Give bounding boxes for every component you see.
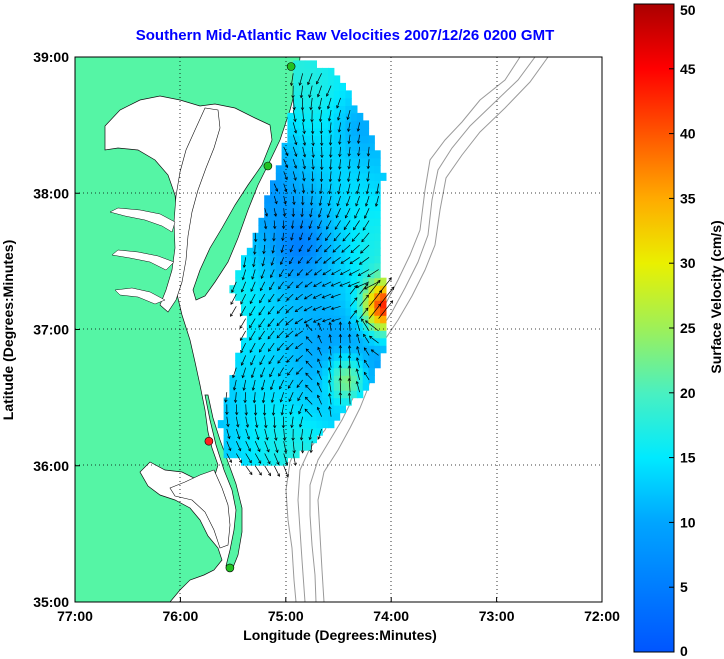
map-layers <box>75 57 602 602</box>
colorbar <box>633 3 675 653</box>
colorbar-label: Surface Velocity (cm/s) <box>708 220 724 373</box>
colorbar-tick-label: 35 <box>680 190 696 206</box>
colorbar-tick-label: 50 <box>680 2 696 18</box>
x-axis-label: Longitude (Degrees:Minutes) <box>243 627 437 643</box>
station-marker <box>263 161 273 171</box>
x-tick-label: 73:00 <box>479 608 515 624</box>
y-axis-label: Latitude (Degrees:Minutes) <box>0 240 16 420</box>
pamlico-sound <box>169 469 231 549</box>
station-marker <box>204 436 214 446</box>
grid-lines <box>75 57 602 602</box>
y-axis-ticks: 39:00 38:00 37:00 36:00 35:00 <box>33 49 80 610</box>
y-tick-label: 39:00 <box>33 49 69 65</box>
colorbar-tick-label: 40 <box>680 126 696 142</box>
chart-title: Southern Mid-Atlantic Raw Velocities 200… <box>136 27 554 44</box>
colorbar-tick-label: 45 <box>680 61 696 77</box>
colorbar-tick-label: 25 <box>680 320 696 336</box>
river-estuary-1 <box>109 207 176 233</box>
y-tick-label: 37:00 <box>33 322 69 338</box>
colorbar-tick-label: 5 <box>680 579 688 595</box>
river-estuary-3 <box>114 287 166 305</box>
x-tick-label: 76:00 <box>162 608 198 624</box>
colorbar-tick-label: 0 <box>680 643 688 659</box>
x-axis-ticks: 77:00 76:00 75:00 74:00 73:00 72:00 <box>57 597 620 624</box>
x-tick-label: 77:00 <box>57 608 93 624</box>
colorbar-tick-label: 15 <box>680 450 696 466</box>
colorbar-tick-label: 10 <box>680 514 696 530</box>
station-marker <box>286 62 296 71</box>
river-estuary-2 <box>111 249 175 271</box>
radar-stations <box>204 62 296 573</box>
colorbar-tick-label: 30 <box>680 255 696 271</box>
colorbar-tick-label: 20 <box>680 385 696 401</box>
y-tick-label: 35:00 <box>33 594 69 610</box>
velocity-vectors <box>224 73 395 478</box>
chesapeake-bay <box>159 107 221 313</box>
x-tick-label: 75:00 <box>268 608 304 624</box>
y-tick-label: 38:00 <box>33 185 69 201</box>
station-marker <box>225 563 235 573</box>
x-tick-label: 74:00 <box>373 608 409 624</box>
x-tick-label: 72:00 <box>584 608 620 624</box>
y-tick-label: 36:00 <box>33 458 69 474</box>
